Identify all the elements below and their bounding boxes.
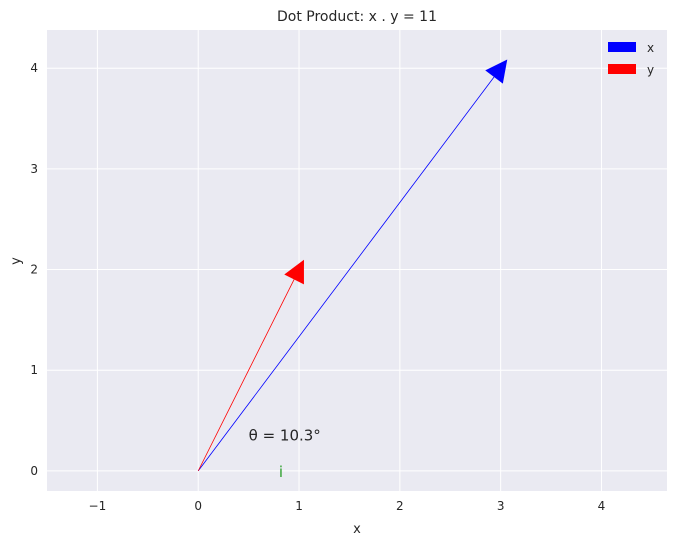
legend: x y [608,41,654,77]
plot-background [47,30,667,491]
y-tick-label: 3 [30,162,38,176]
chart-title: Dot Product: x . y = 11 [277,9,437,25]
legend-swatch-x [608,42,636,52]
y-tick-label: 2 [30,263,38,277]
x-tick-label: 3 [497,499,505,513]
i-annotation: i [279,463,283,481]
vector-y-head [284,259,304,285]
grid [47,30,667,491]
x-tick-labels: −1 0 1 2 3 4 [89,499,606,513]
x-tick-label: 2 [396,499,404,513]
y-tick-label: 0 [30,464,38,478]
x-axis-label: x [353,522,361,537]
vector-y-shaft [197,279,295,472]
y-tick-label: 1 [30,363,38,377]
x-tick-label: 1 [295,499,303,513]
x-tick-label: 4 [598,499,606,513]
x-tick-label: −1 [89,499,107,513]
legend-label-y: y [647,63,654,77]
annotations: θ = 10.3° i [249,427,321,481]
vectors [197,59,508,472]
legend-label-x: x [647,41,654,55]
y-tick-label: 4 [30,61,38,75]
legend-swatch-y [608,64,636,74]
vector-x-head [485,59,508,84]
x-tick-label: 0 [194,499,202,513]
angle-annotation: θ = 10.3° [249,427,321,445]
vector-x-shaft [197,76,495,472]
y-axis-label: y [9,257,24,265]
y-tick-labels: 0 1 2 3 4 [30,61,38,478]
